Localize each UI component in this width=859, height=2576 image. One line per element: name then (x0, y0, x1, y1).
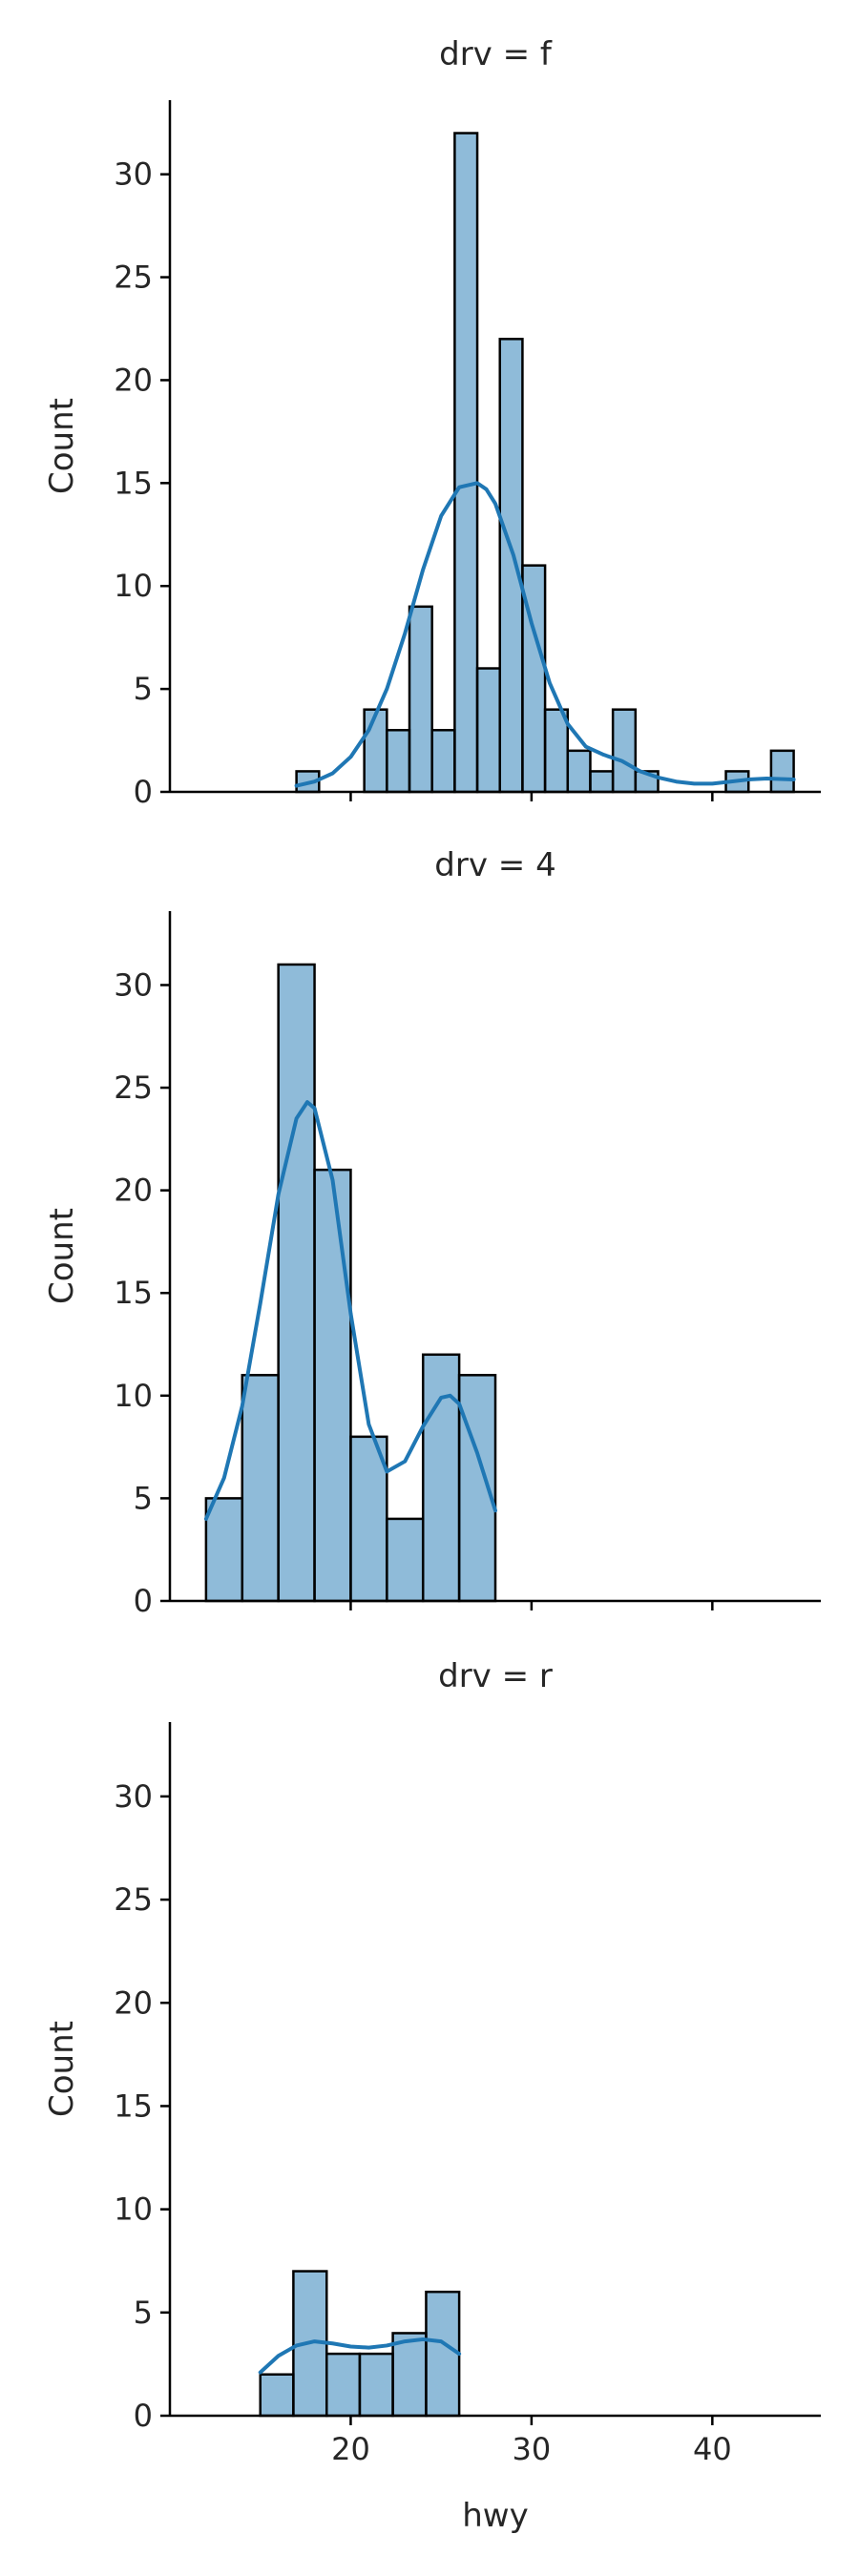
histogram-bar (204, 1497, 244, 1603)
kde-curve (203, 1100, 497, 1521)
histogram-bar (589, 770, 615, 794)
y-tick-label: 5 (134, 1480, 153, 1516)
kde-curve (294, 481, 796, 788)
y-tick-label: 30 (114, 1778, 153, 1815)
histogram-bar (430, 729, 456, 794)
y-tick-label: 10 (114, 2192, 153, 2228)
histogram-bar (259, 2373, 295, 2418)
histogram-bar (769, 749, 795, 794)
x-tick-label: 40 (693, 2431, 732, 2467)
facet-title: drv = f (439, 35, 553, 73)
histogram-bar (363, 708, 388, 794)
facet-title: drv = 4 (434, 846, 555, 884)
histogram-bar (408, 605, 433, 794)
x-axis-label: hwy (462, 2497, 528, 2535)
y-tick-label: 10 (114, 568, 153, 604)
facet-title: drv = r (438, 1657, 553, 1695)
histogram-bar (277, 963, 316, 1603)
y-tick-label: 15 (114, 465, 153, 501)
y-tick-label: 25 (114, 1881, 153, 1918)
kde-curve (258, 2337, 462, 2375)
facet-panel-1: 0 5 10 15 20 25 30 drv = 4 Count (43, 846, 821, 1619)
y-axis-label: Count (43, 2021, 81, 2117)
y-axis-label: Count (43, 1208, 81, 1304)
y-tick-label: 20 (114, 1173, 153, 1209)
histogram-bar (475, 667, 501, 794)
facet-panel-2: 0 5 10 15 20 25 30 20 30 40 drv = r Count (43, 1657, 821, 2467)
histogram-bar (421, 1353, 461, 1603)
y-tick-label: 15 (114, 1275, 153, 1311)
y-tick-label: 0 (134, 1583, 153, 1619)
histogram-bar (386, 729, 411, 794)
y-tick-label: 30 (114, 966, 153, 1003)
y-axis-label: Count (43, 398, 81, 494)
histogram-bar (313, 1168, 352, 1603)
y-tick-label: 30 (114, 156, 153, 193)
y-tick-label: 5 (134, 671, 153, 707)
y-tick-label: 25 (114, 260, 153, 296)
y-tick-label: 20 (114, 1984, 153, 2021)
histogram-bar (386, 1517, 425, 1603)
histogram-bar (543, 708, 570, 794)
y-tick-label: 5 (134, 2295, 153, 2331)
histogram-bar (498, 338, 524, 794)
y-tick-label: 10 (114, 1378, 153, 1414)
histogram-bar (241, 1374, 280, 1603)
y-tick-label: 20 (114, 362, 153, 398)
histogram-bar (453, 132, 479, 794)
y-tick-label: 25 (114, 1070, 153, 1106)
histogram-bar (611, 708, 638, 794)
histogram-bar (358, 2352, 394, 2418)
histogram-bar (391, 2332, 428, 2418)
y-tick-label: 0 (134, 2398, 153, 2434)
histogram-bar (566, 749, 592, 794)
facet-panel-0: 0 5 10 15 20 25 30 drv = f Count (43, 35, 821, 810)
x-tick-label: 20 (331, 2431, 370, 2467)
y-tick-label: 15 (114, 2088, 153, 2124)
x-tick-label: 30 (513, 2431, 552, 2467)
y-tick-label: 0 (134, 774, 153, 810)
histogram-bar (349, 1435, 388, 1603)
histogram-bar (425, 2290, 461, 2418)
histogram-bar (325, 2352, 362, 2418)
